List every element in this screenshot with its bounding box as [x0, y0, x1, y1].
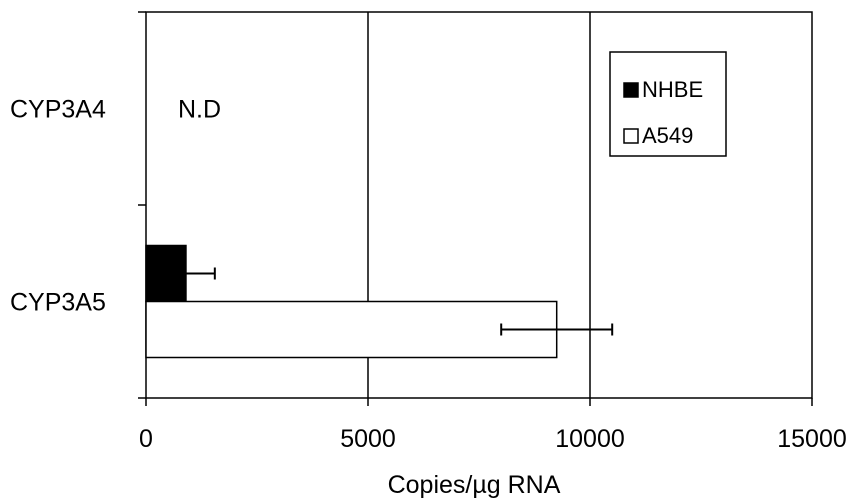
x-axis: 0 5000 10000 15000 [139, 398, 847, 453]
y-axis: CYP3A4 CYP3A5 [10, 11, 146, 399]
bars [145, 244, 558, 359]
x-tick-label: 5000 [340, 425, 396, 453]
bar [145, 300, 558, 359]
x-tick-label: 10000 [555, 425, 625, 453]
y-tick-label: CYP3A4 [10, 96, 106, 124]
legend-swatch [623, 82, 639, 98]
y-tick-label: CYP3A5 [10, 289, 106, 317]
x-tick-label: 0 [139, 425, 153, 453]
error-bars [156, 267, 614, 336]
annotations: N.D [178, 96, 221, 124]
legend-swatch [623, 128, 639, 144]
legend-entry: NHBE [642, 77, 703, 102]
legend: NHBE A549 [609, 51, 727, 157]
x-tick-label: 15000 [777, 425, 847, 453]
annotation-nd: N.D [178, 96, 221, 124]
x-axis-label: Copies/µg RNA [388, 471, 561, 499]
legend-entry: A549 [642, 123, 693, 148]
